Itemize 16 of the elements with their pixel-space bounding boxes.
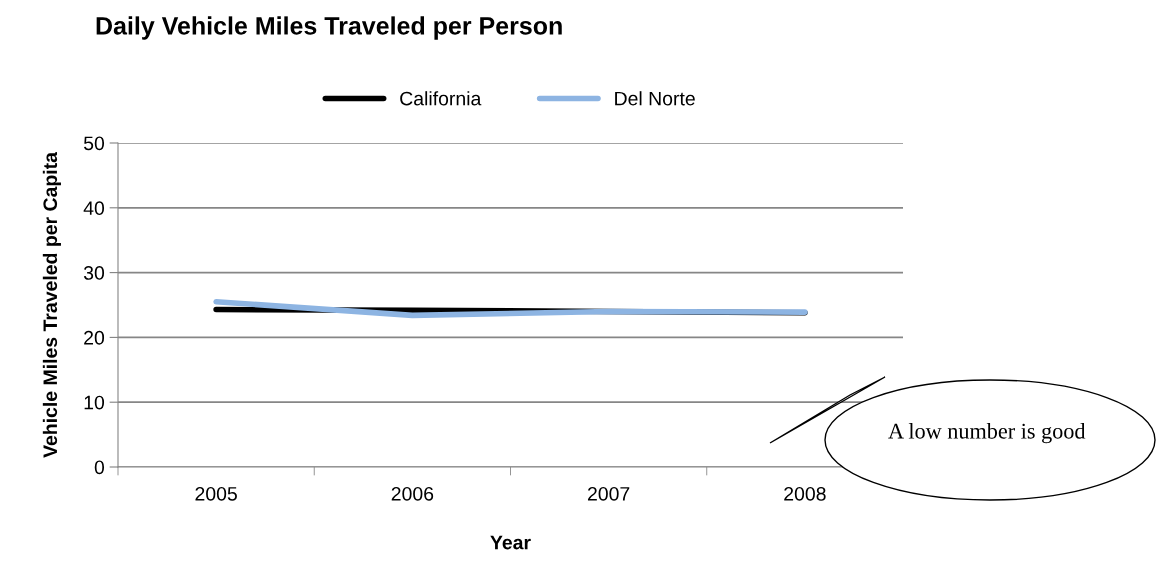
annotation: A low number is good	[888, 423, 1086, 444]
legend-label: Del Norte	[615, 91, 695, 106]
x-axis-title: Year	[490, 535, 531, 550]
x-tick-label: 2007	[587, 486, 630, 501]
y-tick-label: 50	[83, 136, 105, 151]
y-tick-label: 30	[83, 266, 105, 280]
y-tick-label: 40	[83, 201, 105, 216]
legend-label: California	[400, 91, 482, 106]
y-tick-label: 20	[84, 330, 105, 345]
chart-title: Daily Vehicle Miles Traveled per Person	[96, 16, 562, 40]
y-tick-label: 0	[94, 460, 105, 475]
x-tick-label: 2008	[784, 486, 826, 501]
x-tick-label: 2005	[195, 486, 237, 501]
y-axis-title: Vehicle Miles Traveled per Capita	[42, 151, 61, 458]
x-tick-label: 2006	[391, 486, 434, 501]
y-tick-label: 10	[84, 395, 105, 410]
